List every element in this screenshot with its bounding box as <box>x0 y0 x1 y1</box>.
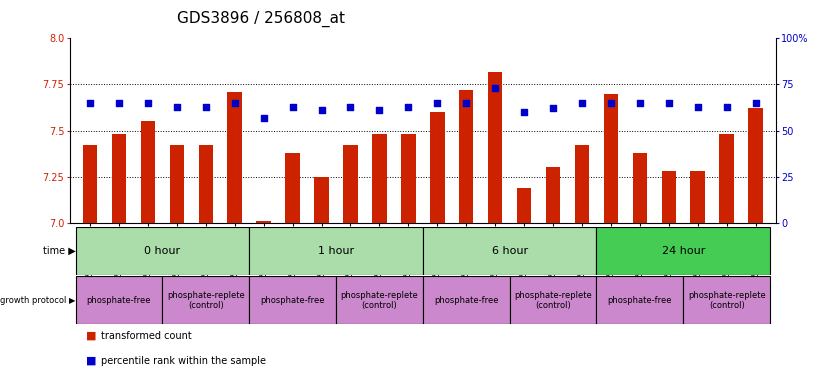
Point <box>431 100 444 106</box>
Point <box>576 100 589 106</box>
Bar <box>140 121 155 223</box>
Bar <box>517 188 531 223</box>
Point <box>257 114 270 121</box>
Bar <box>510 276 596 324</box>
Point <box>663 100 676 106</box>
Bar <box>170 145 184 223</box>
Text: phosphate-replete
(control): phosphate-replete (control) <box>688 291 765 310</box>
Text: ■: ■ <box>86 331 97 341</box>
Bar <box>401 134 415 223</box>
Point <box>84 100 97 106</box>
Point <box>315 107 328 113</box>
Bar <box>286 153 300 223</box>
Bar <box>76 227 250 275</box>
Point <box>344 104 357 110</box>
Text: transformed count: transformed count <box>101 331 192 341</box>
Point <box>488 85 502 91</box>
Point <box>547 105 560 111</box>
Bar <box>662 171 676 223</box>
Text: GDS3896 / 256808_at: GDS3896 / 256808_at <box>177 11 345 27</box>
Text: phosphate-replete
(control): phosphate-replete (control) <box>167 291 245 310</box>
Text: ■: ■ <box>86 356 97 366</box>
Point <box>200 104 213 110</box>
Bar <box>488 71 502 223</box>
Bar <box>336 276 423 324</box>
Text: 0 hour: 0 hour <box>144 245 181 256</box>
Point <box>170 104 183 110</box>
Text: phosphate-free: phosphate-free <box>434 296 498 305</box>
Bar <box>459 90 474 223</box>
Bar <box>423 276 510 324</box>
Point <box>517 109 530 115</box>
Bar <box>372 134 387 223</box>
Bar <box>603 94 618 223</box>
Bar <box>76 276 163 324</box>
Bar <box>749 108 763 223</box>
Text: 1 hour: 1 hour <box>318 245 354 256</box>
Point <box>604 100 617 106</box>
Text: time ▶: time ▶ <box>43 245 76 256</box>
Text: percentile rank within the sample: percentile rank within the sample <box>101 356 266 366</box>
Text: 6 hour: 6 hour <box>492 245 528 256</box>
Point <box>112 100 126 106</box>
Bar <box>112 134 126 223</box>
Point <box>228 100 241 106</box>
Point <box>633 100 646 106</box>
Bar <box>430 112 444 223</box>
Point <box>373 107 386 113</box>
Bar <box>163 276 250 324</box>
Bar <box>596 227 770 275</box>
Bar <box>83 145 97 223</box>
Text: 24 hour: 24 hour <box>662 245 705 256</box>
Bar <box>314 177 328 223</box>
Point <box>460 100 473 106</box>
Point <box>749 100 762 106</box>
Point <box>141 100 154 106</box>
Bar <box>690 171 705 223</box>
Bar <box>596 276 683 324</box>
Bar <box>256 221 271 223</box>
Text: phosphate-free: phosphate-free <box>260 296 325 305</box>
Text: phosphate-free: phosphate-free <box>87 296 151 305</box>
Point <box>286 104 299 110</box>
Bar <box>227 92 242 223</box>
Point <box>691 104 704 110</box>
Text: phosphate-replete
(control): phosphate-replete (control) <box>514 291 592 310</box>
Bar <box>199 145 213 223</box>
Bar <box>546 167 560 223</box>
Text: phosphate-replete
(control): phosphate-replete (control) <box>341 291 418 310</box>
Text: phosphate-free: phosphate-free <box>608 296 672 305</box>
Bar <box>250 227 423 275</box>
Bar <box>633 153 647 223</box>
Point <box>401 104 415 110</box>
Text: growth protocol ▶: growth protocol ▶ <box>0 296 76 305</box>
Point <box>720 104 733 110</box>
Bar <box>343 145 358 223</box>
Bar <box>575 145 589 223</box>
Bar <box>719 134 734 223</box>
Bar <box>250 276 336 324</box>
Bar <box>683 276 770 324</box>
Bar <box>423 227 596 275</box>
